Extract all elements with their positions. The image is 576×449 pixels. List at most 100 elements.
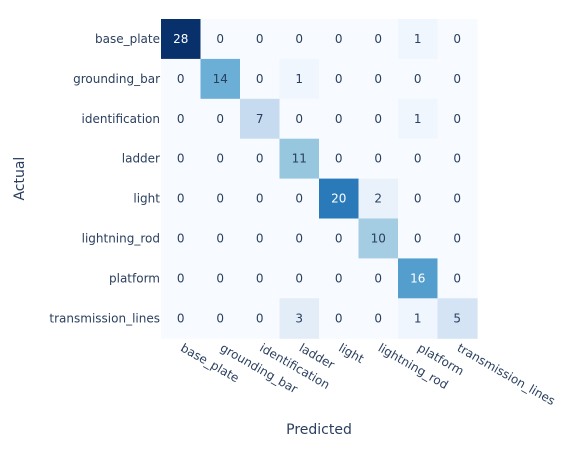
cell-value-label: 0 [335, 32, 343, 46]
cell-value-label: 1 [414, 311, 422, 325]
heatmap-cell [437, 98, 478, 140]
x-tick-label: light [336, 341, 366, 367]
cell-value-label: 0 [216, 112, 224, 126]
cell-value-label: 0 [295, 32, 303, 46]
heatmap-cell [319, 98, 360, 140]
heatmap-cell [200, 138, 241, 180]
y-axis-title: Actual [12, 157, 28, 201]
heatmap-cell [358, 258, 399, 299]
heatmap-cell [240, 178, 281, 220]
heatmap-cell [161, 298, 202, 339]
heatmap-cell [200, 298, 241, 339]
cell-value-label: 0 [453, 231, 461, 245]
heatmap-cell [279, 178, 320, 220]
heatmap-cell [319, 258, 360, 299]
heatmap-cell [398, 138, 439, 180]
heatmap-cell [161, 19, 202, 60]
cell-value-label: 0 [453, 152, 461, 166]
cell-value-label: 0 [453, 271, 461, 285]
heatmap-cell [279, 98, 320, 140]
heatmap-cell [319, 138, 360, 180]
cell-value-label: 0 [177, 192, 185, 206]
x-axis-tick-labels: base_plategrounding_baridentificationlad… [178, 341, 557, 408]
cell-value-label: 2 [374, 192, 382, 206]
cell-value-label: 0 [177, 112, 185, 126]
heatmap-cell [319, 218, 360, 259]
cell-value-label: 0 [177, 231, 185, 245]
cell-value-label: 0 [216, 192, 224, 206]
heatmap-cell [398, 19, 439, 60]
cell-value-label: 0 [374, 311, 382, 325]
heatmap-cell [161, 218, 202, 259]
heatmap-cell [398, 298, 439, 339]
heatmap-cell [437, 258, 478, 299]
heatmap-cell [358, 138, 399, 180]
heatmap-cell [358, 218, 399, 259]
heatmap-cell [358, 98, 399, 140]
y-axis-tick-labels: base_plate grounding_bar identification lad… [49, 32, 160, 325]
cell-value-label: 1 [414, 32, 422, 46]
cell-value-label: 0 [453, 72, 461, 86]
cell-value-label: 20 [331, 192, 346, 206]
heatmap-cell [398, 178, 439, 220]
cell-value-label: 5 [453, 311, 461, 325]
y-tick-label: grounding_bar [73, 72, 160, 86]
cell-value-label: 0 [374, 271, 382, 285]
cell-value-label: 0 [256, 231, 264, 245]
cell-value-label: 0 [453, 192, 461, 206]
heatmap-cell [279, 258, 320, 299]
cell-value-label: 10 [371, 231, 386, 245]
heatmap-cell [200, 58, 241, 100]
cell-value-label: 0 [295, 192, 303, 206]
heatmap-cell [437, 178, 478, 220]
heatmap-cell [240, 258, 281, 299]
cell-value-label: 7 [256, 112, 264, 126]
heatmap-cell [319, 178, 360, 220]
heatmap-cell [279, 218, 320, 259]
heatmap-cell [398, 98, 439, 140]
x-tick-label: transmission_lines [455, 341, 558, 408]
heatmap-cell [279, 58, 320, 100]
cell-value-label: 0 [335, 112, 343, 126]
heatmap-cell [161, 98, 202, 140]
heatmap-cell [358, 298, 399, 339]
cell-value-label: 0 [256, 72, 264, 86]
cell-value-label: 0 [374, 32, 382, 46]
cell-value-label: 0 [374, 112, 382, 126]
cell-value-label: 0 [216, 311, 224, 325]
cell-value-label: 0 [335, 72, 343, 86]
heatmap-cell [319, 58, 360, 100]
cell-value-label: 0 [216, 271, 224, 285]
heatmap-cell [279, 138, 320, 180]
heatmap-cell [358, 178, 399, 220]
cell-value-label: 0 [177, 311, 185, 325]
heatmap-cell [437, 298, 478, 339]
heatmap-cell [200, 19, 241, 60]
heatmap-cell [398, 218, 439, 259]
heatmap-cell [161, 258, 202, 299]
x-axis-title: Predicted [286, 422, 352, 438]
cell-value-label: 0 [216, 32, 224, 46]
heatmap-cell [200, 98, 241, 140]
y-tick-label: platform [109, 271, 160, 285]
heatmap-cell [437, 218, 478, 259]
cell-value-label: 3 [295, 311, 303, 325]
cell-value-label: 0 [216, 231, 224, 245]
y-tick-label: identification [82, 112, 160, 126]
heatmap-cell [240, 19, 281, 60]
cell-value-label: 0 [453, 112, 461, 126]
heatmap-cell [240, 138, 281, 180]
cell-value-label: 0 [295, 271, 303, 285]
heatmap-cell [200, 218, 241, 259]
heatmap-cell [200, 178, 241, 220]
cell-value-label: 0 [335, 231, 343, 245]
cell-value-label: 11 [292, 152, 307, 166]
heatmap-cell [437, 138, 478, 180]
heatmap-cell [240, 58, 281, 100]
heatmap-cell [358, 58, 399, 100]
cell-value-label: 16 [410, 271, 425, 285]
heatmap-cells [161, 19, 478, 339]
cell-value-label: 0 [335, 152, 343, 166]
